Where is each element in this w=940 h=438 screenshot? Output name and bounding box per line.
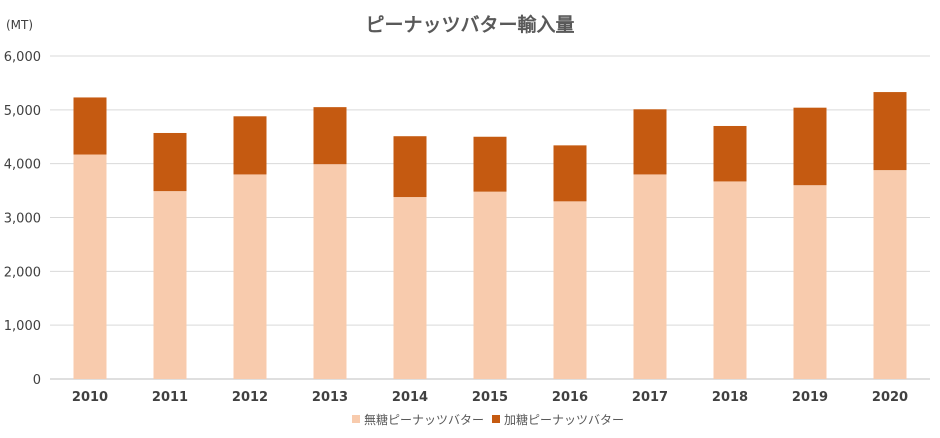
legend: 無糖ピーナッツバター 加糖ピーナッツバター bbox=[352, 412, 624, 427]
x-tick-label: 2012 bbox=[232, 390, 268, 405]
y-tick-label: 1,000 bbox=[4, 319, 41, 334]
bar-segment-sweetened-2018 bbox=[713, 125, 747, 182]
bar-segment-unsweetened-2013 bbox=[313, 164, 347, 379]
y-tick-label: 5,000 bbox=[4, 104, 41, 119]
y-tick-label: 3,000 bbox=[4, 212, 41, 227]
chart-title: ピーナッツバター輸入量 bbox=[365, 13, 574, 36]
x-tick-label: 2011 bbox=[152, 390, 188, 405]
legend-swatch bbox=[352, 415, 360, 423]
bar-segment-unsweetened-2011 bbox=[153, 191, 187, 379]
x-tick-label: 2013 bbox=[312, 390, 348, 405]
x-tick-label: 2019 bbox=[792, 390, 828, 405]
legend-label: 加糖ピーナッツバター bbox=[504, 412, 624, 427]
x-tick-label: 2020 bbox=[872, 390, 908, 405]
y-tick-label: 2,000 bbox=[4, 265, 41, 280]
x-tick-label: 2014 bbox=[392, 390, 428, 405]
bar-segment-sweetened-2014 bbox=[393, 136, 427, 198]
bar-segment-sweetened-2019 bbox=[793, 107, 827, 186]
bar-segment-unsweetened-2017 bbox=[633, 174, 667, 379]
bar-segment-sweetened-2015 bbox=[473, 136, 507, 192]
bar-segment-sweetened-2012 bbox=[233, 116, 267, 175]
bar-segment-sweetened-2016 bbox=[553, 145, 587, 202]
bar-segment-unsweetened-2020 bbox=[873, 170, 907, 379]
y-tick-label: 6,000 bbox=[4, 50, 41, 65]
x-tick-label: 2010 bbox=[72, 390, 108, 405]
bar-segment-sweetened-2013 bbox=[313, 107, 347, 165]
bars bbox=[73, 92, 907, 379]
bar-segment-unsweetened-2012 bbox=[233, 174, 267, 379]
legend-label: 無糖ピーナッツバター bbox=[364, 412, 484, 427]
x-tick-label: 2015 bbox=[472, 390, 508, 405]
y-tick-label: 4,000 bbox=[4, 158, 41, 173]
bar-segment-unsweetened-2016 bbox=[553, 201, 587, 379]
x-tick-label: 2018 bbox=[712, 390, 748, 405]
x-axis: 2010 2011 2012 2013 2014 2015 2016 2017 2018 2019… bbox=[72, 390, 908, 405]
bar-segment-unsweetened-2010 bbox=[73, 154, 107, 379]
bar-segment-unsweetened-2018 bbox=[713, 181, 747, 379]
bar-segment-unsweetened-2019 bbox=[793, 185, 827, 379]
bar-segment-sweetened-2020 bbox=[873, 92, 907, 171]
x-tick-label: 2016 bbox=[552, 390, 588, 405]
bar-segment-sweetened-2017 bbox=[633, 109, 667, 175]
x-tick-label: 2017 bbox=[632, 390, 668, 405]
bar-segment-unsweetened-2014 bbox=[393, 197, 427, 379]
legend-swatch bbox=[492, 415, 500, 423]
y-unit-label: (MT) bbox=[6, 18, 33, 32]
bar-segment-sweetened-2010 bbox=[73, 97, 107, 155]
y-tick-label: 0 bbox=[33, 373, 41, 388]
y-axis: 0 1,000 2,000 3,000 4,000 5,000 6,000 bbox=[4, 50, 41, 388]
bar-segment-sweetened-2011 bbox=[153, 132, 187, 192]
bar-segment-unsweetened-2015 bbox=[473, 191, 507, 379]
